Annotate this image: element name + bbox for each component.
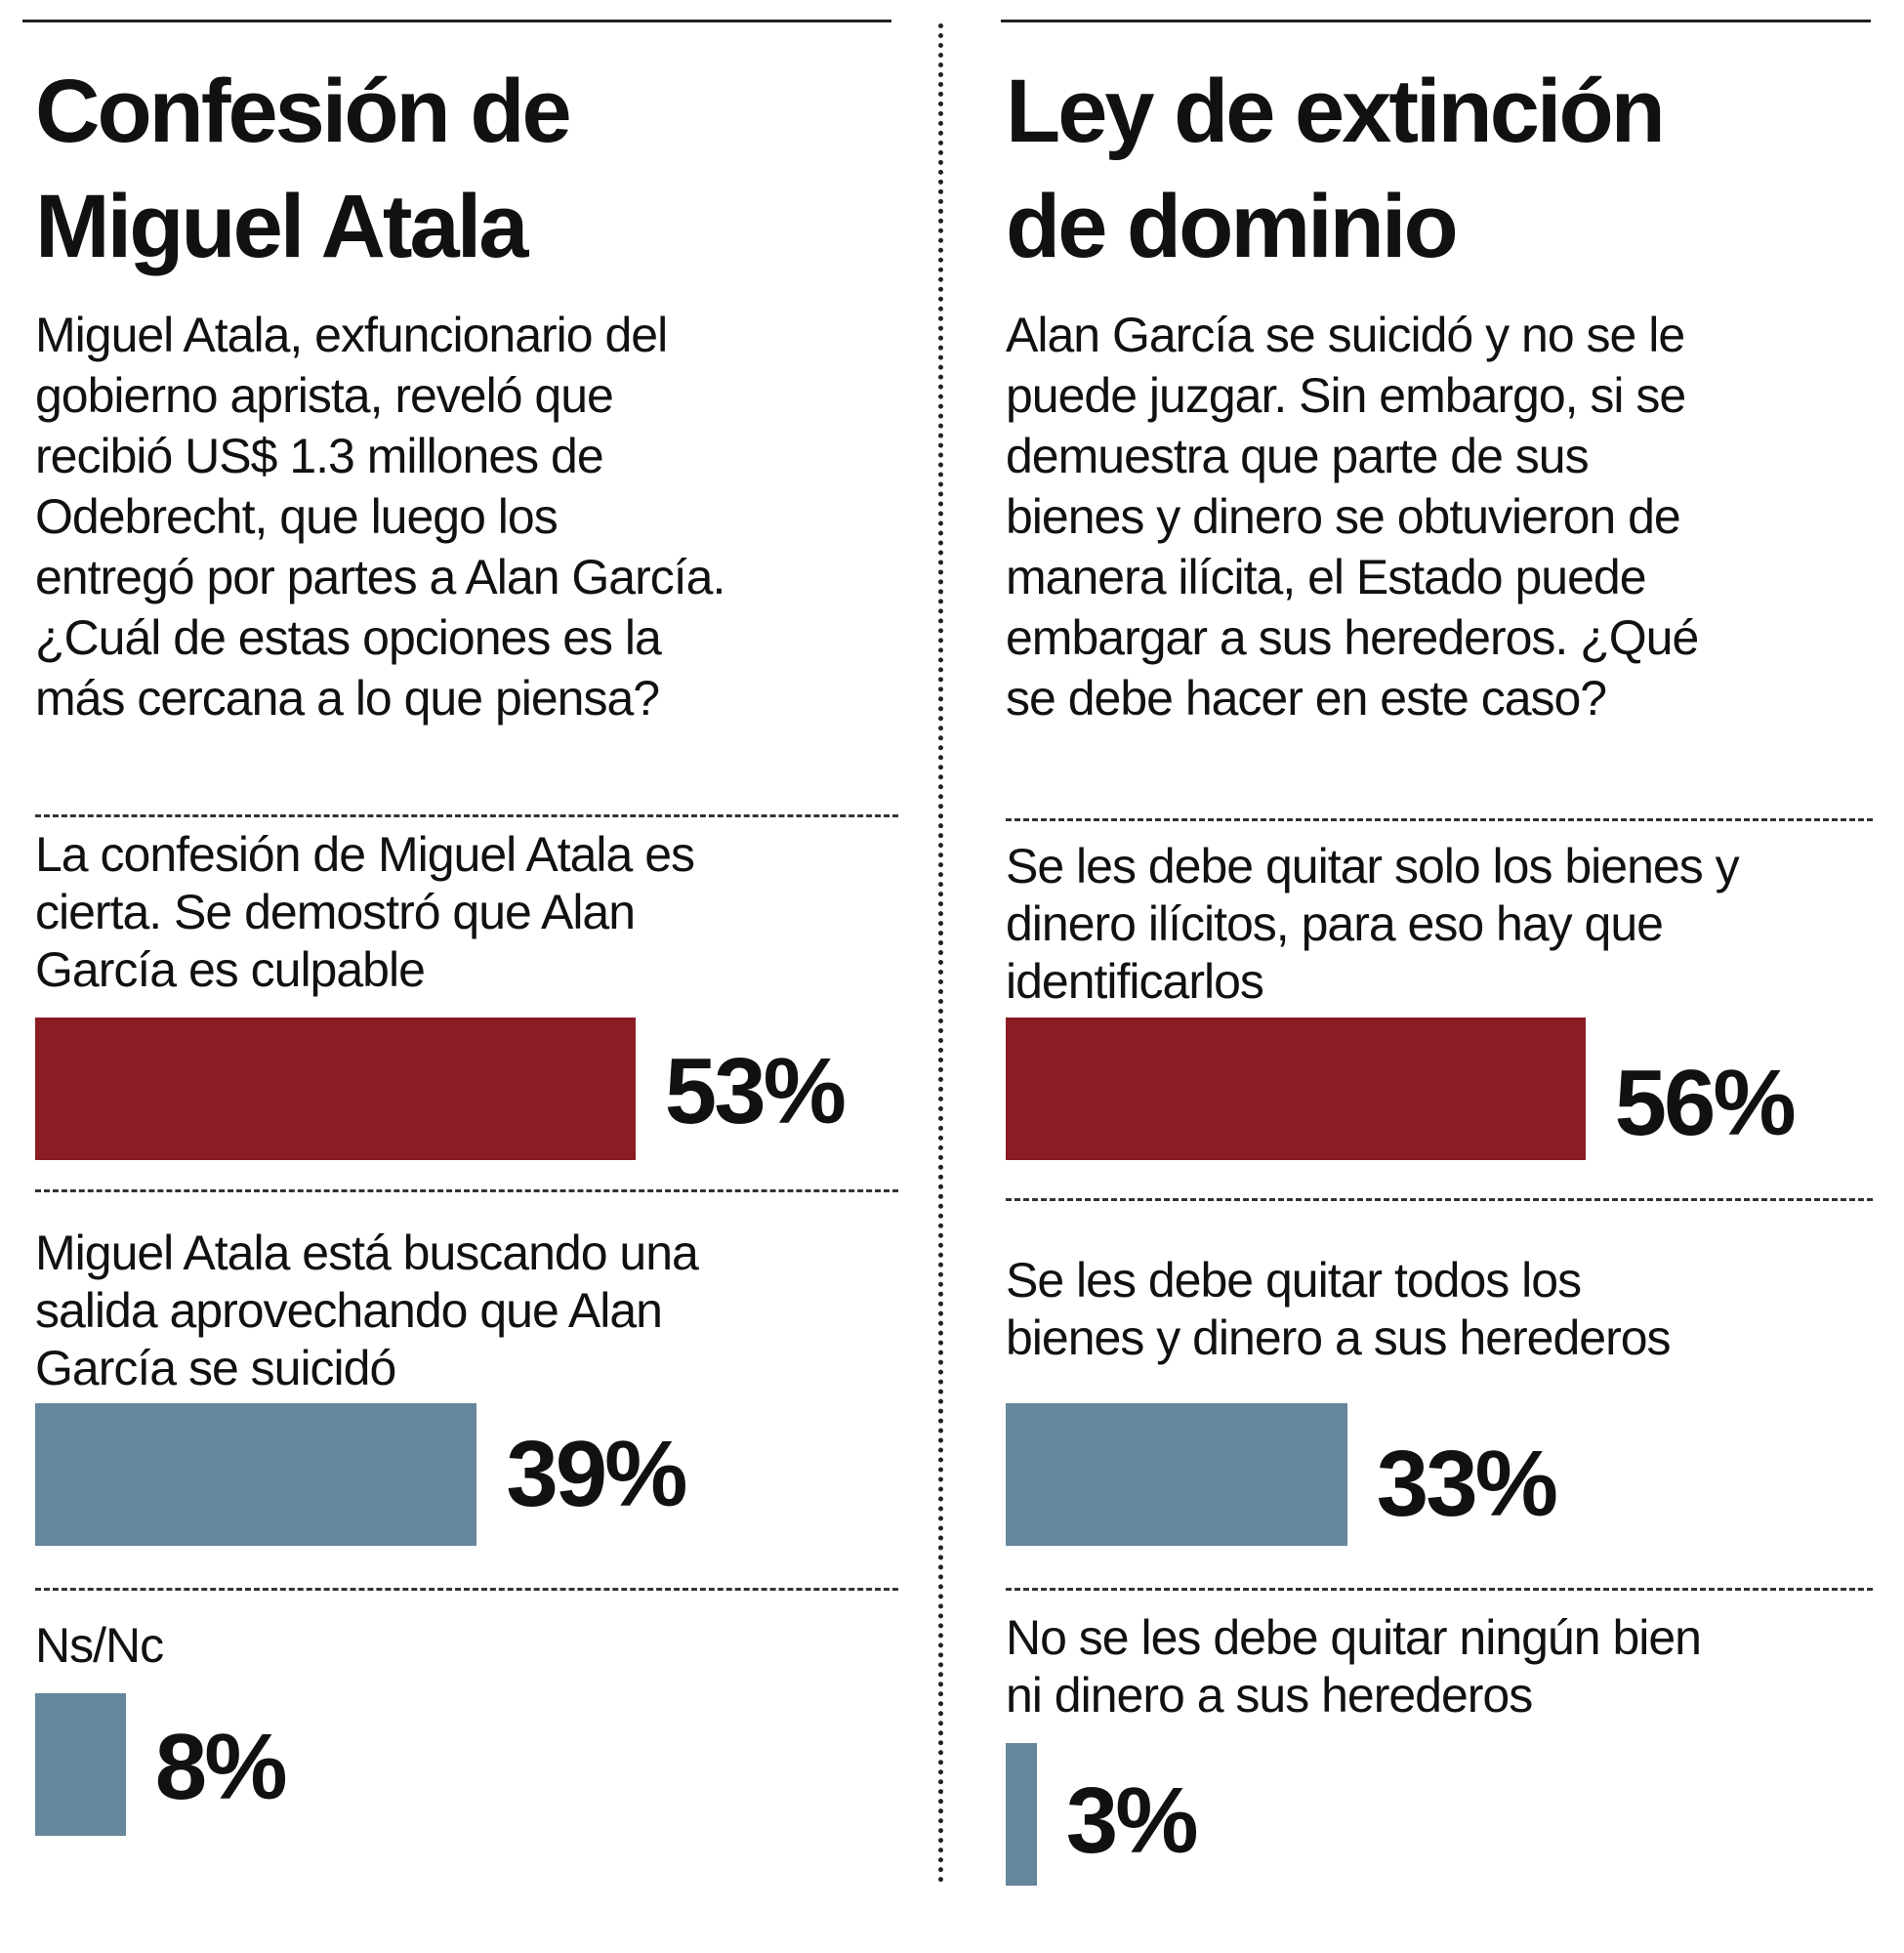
divider <box>35 1189 898 1192</box>
option-line: cierta. Se demostró que Alan <box>35 885 636 939</box>
option-line: Se les debe quitar todos los <box>1006 1253 1582 1308</box>
left-question: Miguel Atala, exfuncionario del gobierno… <box>35 305 725 728</box>
option-label: La confesión de Miguel Atala es cierta. … <box>35 826 695 999</box>
column-divider <box>938 23 943 1884</box>
bar <box>35 1403 477 1546</box>
question-line: Odebrecht, que luego los <box>35 489 559 544</box>
divider <box>35 814 898 817</box>
option-line: dinero ilícitos, para eso hay que <box>1006 896 1664 951</box>
option-line: Miguel Atala está buscando una <box>35 1226 699 1280</box>
option-line: Ns/Nc <box>35 1618 164 1673</box>
title-line: Confesión de <box>35 62 572 161</box>
percent-label: 53% <box>664 1039 847 1143</box>
question-line: recibió US$ 1.3 millones de <box>35 429 604 483</box>
question-line: más cercana a lo que piensa? <box>35 671 660 726</box>
bar <box>35 1693 126 1836</box>
bar <box>1006 1018 1586 1160</box>
option-line: salida aprovechando que Alan <box>35 1283 663 1338</box>
left-top-rule <box>22 20 891 22</box>
option-line: García es culpable <box>35 942 426 997</box>
option-label: Miguel Atala está buscando una salida ap… <box>35 1225 699 1397</box>
divider <box>1006 1198 1873 1201</box>
bar <box>1006 1403 1347 1546</box>
question-line: Alan García se suicidó y no se le <box>1006 308 1685 362</box>
option-label: No se les debe quitar ningún bien ni din… <box>1006 1609 1702 1724</box>
percent-label: 39% <box>506 1422 687 1526</box>
right-title: Ley de extinción de dominio <box>1006 54 1666 284</box>
percent-label: 8% <box>154 1715 288 1819</box>
question-line: gobierno aprista, reveló que <box>35 368 614 423</box>
question-line: embargar a sus herederos. ¿Qué <box>1006 610 1699 665</box>
option-label: Ns/Nc <box>35 1617 164 1675</box>
percent-label: 3% <box>1065 1768 1199 1873</box>
option-line: Se les debe quitar solo los bienes y <box>1006 839 1740 893</box>
option-line: ni dinero a sus herederos <box>1006 1668 1533 1723</box>
option-line: García se suicidó <box>35 1341 396 1395</box>
option-label: Se les debe quitar solo los bienes y din… <box>1006 838 1740 1011</box>
title-line: de dominio <box>1006 177 1459 276</box>
percent-label: 56% <box>1614 1051 1797 1155</box>
option-line: No se les debe quitar ningún bien <box>1006 1610 1702 1665</box>
question-line: ¿Cuál de estas opciones es la <box>35 610 662 665</box>
option-line: La confesión de Miguel Atala es <box>35 827 695 882</box>
question-line: manera ilícita, el Estado puede <box>1006 550 1647 604</box>
bar <box>1006 1743 1037 1886</box>
title-line: Miguel Atala <box>35 177 528 276</box>
left-title: Confesión de Miguel Atala <box>35 54 572 284</box>
right-question: Alan García se suicidó y no se le puede … <box>1006 305 1699 728</box>
bar <box>35 1018 636 1160</box>
question-line: bienes y dinero se obtuvieron de <box>1006 489 1681 544</box>
option-line: bienes y dinero a sus herederos <box>1006 1310 1672 1365</box>
divider <box>1006 818 1873 821</box>
option-label: Se les debe quitar todos los bienes y di… <box>1006 1252 1672 1367</box>
right-top-rule <box>1001 20 1871 22</box>
divider <box>35 1588 898 1591</box>
option-line: identificarlos <box>1006 954 1264 1009</box>
question-line: Miguel Atala, exfuncionario del <box>35 308 668 362</box>
divider <box>1006 1588 1873 1591</box>
title-line: Ley de extinción <box>1006 62 1666 161</box>
percent-label: 33% <box>1376 1432 1558 1536</box>
question-line: demuestra que parte de sus <box>1006 429 1590 483</box>
question-line: se debe hacer en este caso? <box>1006 671 1607 726</box>
question-line: puede juzgar. Sin embargo, si se <box>1006 368 1686 423</box>
question-line: entregó por partes a Alan García. <box>35 550 725 604</box>
